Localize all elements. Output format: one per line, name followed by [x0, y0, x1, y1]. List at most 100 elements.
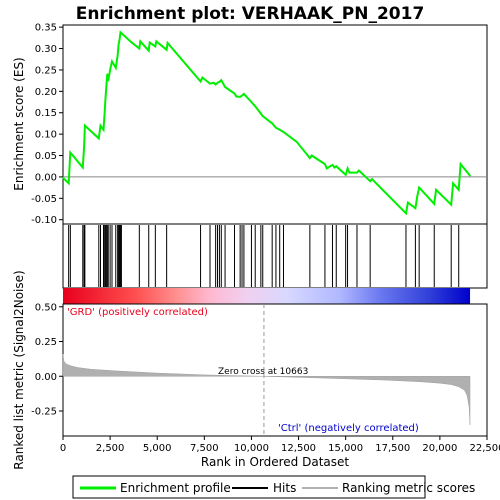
es-point: [98, 138, 100, 140]
es-point: [82, 167, 84, 169]
es-point: [202, 77, 204, 79]
es-point: [104, 113, 106, 115]
es-point: [130, 41, 132, 43]
es-point: [324, 163, 326, 165]
es-point: [167, 42, 169, 44]
es-point: [155, 46, 157, 48]
es-y-tick-label: -0.05: [31, 194, 57, 205]
x-axis-label: Rank in Ordered Dataset: [201, 455, 349, 469]
legend: Enrichment profile Hits Ranking metric s…: [73, 476, 475, 498]
x-tick-label: 2,500: [96, 443, 125, 454]
metric-y-tick-label: 0.25: [35, 337, 57, 348]
es-y-tick-label: 0.30: [35, 44, 57, 55]
es-point: [345, 174, 347, 176]
es-point: [241, 95, 243, 97]
x-tick-label: 17,500: [375, 443, 410, 454]
es-point: [139, 40, 141, 42]
es-point: [219, 81, 221, 83]
es-panel-frame: [63, 25, 487, 224]
es-y-axis: -0.10 -0.05 0.00 0.05 0.10 0.15 0.20 0.25 0.30 0.…: [31, 23, 63, 227]
es-point: [332, 164, 334, 166]
es-point: [83, 146, 85, 148]
es-point: [111, 61, 113, 63]
es-point: [416, 195, 418, 197]
es-point: [106, 86, 108, 88]
rank-color-bar: [63, 288, 470, 304]
es-point: [326, 168, 328, 170]
x-tick-label: 20,000: [422, 443, 457, 454]
es-point: [106, 73, 108, 75]
metric-y-label: Ranked list metric (Signal2Noise): [12, 270, 26, 469]
es-point: [239, 96, 241, 98]
rank-x-axis: 0 2,500 5,000 7,500 10,000 12,500 15,000 17,500…: [60, 436, 500, 454]
x-tick-label: 7,500: [190, 443, 219, 454]
es-point: [70, 152, 72, 154]
es-y-tick-label: -0.10: [31, 215, 57, 226]
metric-y-axis: -0.25 0.00 0.25 0.50: [31, 302, 63, 417]
legend-enrichment-label: Enrichment profile: [120, 481, 231, 495]
es-point: [209, 83, 211, 85]
es-point: [279, 129, 281, 131]
hits-panel-frame: [63, 224, 487, 288]
es-point: [148, 50, 150, 52]
es-y-tick-label: 0.25: [35, 65, 57, 76]
es-point: [433, 203, 435, 205]
es-point: [311, 155, 313, 157]
es-point: [275, 127, 277, 129]
es-point: [405, 213, 407, 215]
es-point: [309, 157, 311, 159]
es-point: [215, 84, 217, 86]
es-point: [369, 180, 371, 182]
es-point: [139, 48, 141, 50]
es-point: [224, 86, 226, 88]
positive-label: 'GRD' (positively correlated): [67, 307, 208, 318]
es-point: [103, 129, 105, 131]
es-point: [200, 81, 202, 83]
es-point: [262, 115, 264, 117]
es-point: [213, 82, 215, 84]
es-point: [452, 183, 454, 185]
hits-panel: [63, 224, 487, 288]
es-point: [251, 101, 253, 103]
es-point: [105, 99, 107, 101]
es-point: [450, 204, 452, 206]
x-tick-label: 10,000: [234, 443, 269, 454]
es-point: [68, 183, 70, 185]
es-point: [220, 79, 222, 81]
es-point: [260, 113, 262, 115]
es-point: [107, 80, 109, 82]
es-point: [243, 93, 245, 95]
es-point: [418, 187, 420, 189]
zero-cross-label: Zero cross at 10663: [218, 367, 308, 377]
es-point: [155, 40, 157, 42]
es-point: [254, 106, 256, 108]
es-point: [117, 55, 119, 57]
es-y-tick-label: 0.05: [35, 151, 57, 162]
es-point: [166, 49, 168, 51]
es-point: [296, 141, 298, 143]
es-point: [458, 189, 460, 191]
es-point: [435, 189, 437, 191]
es-point: [119, 39, 121, 41]
chart-title: Enrichment plot: VERHAAK_PN_2017: [76, 4, 425, 24]
negative-label: 'Ctrl' (negatively correlated): [278, 423, 419, 434]
es-point: [217, 82, 219, 84]
es-point: [415, 207, 417, 209]
es-point: [115, 67, 117, 69]
es-point: [407, 202, 409, 204]
legend-hits-label: Hits: [273, 481, 296, 495]
es-point: [121, 32, 123, 34]
es-point: [234, 93, 236, 95]
es-point: [84, 125, 86, 127]
es-point: [100, 125, 102, 127]
es-point: [62, 177, 64, 179]
metric-y-tick-label: 0.50: [35, 302, 57, 313]
x-tick-label: 5,000: [143, 443, 172, 454]
es-point: [118, 43, 120, 45]
es-y-tick-label: 0.15: [35, 108, 57, 119]
metric-y-tick-label: 0.00: [35, 372, 57, 383]
x-tick-label: 0: [60, 443, 66, 454]
es-point: [349, 172, 351, 174]
metric-y-tick-label: -0.25: [31, 406, 57, 417]
